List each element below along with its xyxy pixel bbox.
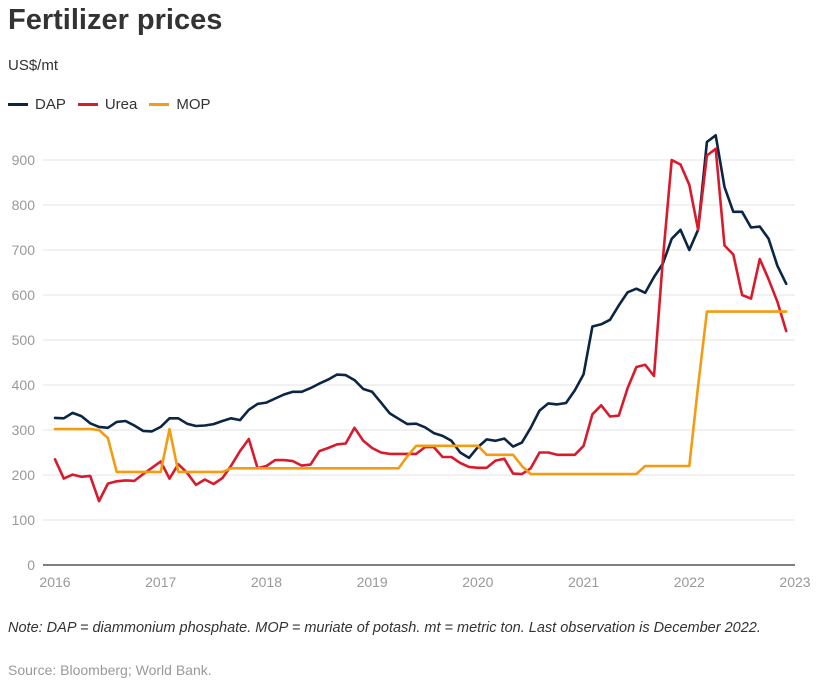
series-line-dap [53,134,788,460]
x-tick-label: 2022 [674,574,705,590]
x-axis-ticks: 2016 2017 2018 2019 2020 2021 2022 2023 [39,574,810,590]
chart-title: Fertilizer prices [8,4,223,36]
legend-label-dap: DAP [35,96,66,113]
y-tick-label: 800 [12,197,36,213]
chart-note: Note: DAP = diammonium phosphate. MOP = … [8,620,761,636]
chart-legend: DAP Urea MOP [8,96,223,113]
x-tick-label: 2019 [357,574,388,590]
y-tick-label: 500 [12,332,36,348]
legend-swatch-dap [8,103,28,106]
legend-swatch-mop [149,103,170,106]
legend-swatch-urea [77,103,98,106]
legend-item-dap: DAP [8,96,66,113]
y-tick-label: 200 [12,467,36,483]
y-tick-label: 400 [12,377,36,393]
legend-label-urea: Urea [104,96,138,113]
y-tick-label: 300 [12,422,36,438]
legend-item-mop: MOP [149,96,211,113]
x-tick-label: 2017 [145,574,176,590]
y-tick-label: 600 [12,287,36,303]
y-tick-label: 0 [27,557,35,573]
y-axis-unit-label: US$/mt [8,57,59,74]
gridlines [43,159,795,566]
x-tick-label: 2020 [462,574,493,590]
legend-label-mop: MOP [176,96,211,113]
series-lines [53,134,788,503]
x-tick-label: 2018 [251,574,282,590]
x-tick-label: 2016 [39,574,70,590]
y-axis-ticks: 0 100 200 300 400 500 600 700 800 900 [12,152,36,573]
y-tick-label: 100 [12,512,36,528]
y-tick-label: 900 [12,152,36,168]
x-tick-label: 2023 [779,574,810,590]
legend-item-urea: Urea [77,96,138,113]
chart-source: Source: Bloomberg; World Bank. [8,662,212,678]
series-line-mop [53,310,788,476]
x-tick-label: 2021 [568,574,599,590]
y-tick-label: 700 [12,242,36,258]
